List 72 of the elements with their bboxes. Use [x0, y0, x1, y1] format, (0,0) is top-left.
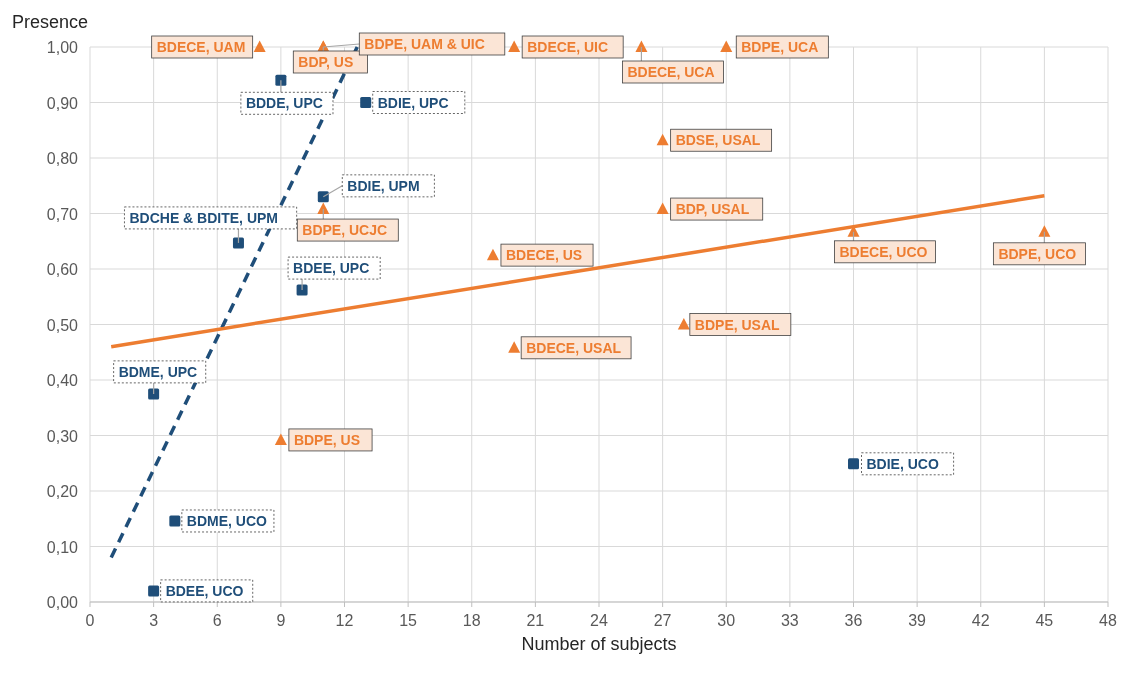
annotation: BDP, USAL	[675, 201, 750, 218]
annotation: BDDE, UPC	[245, 95, 323, 112]
y-axis-title: Presence	[12, 12, 89, 32]
point	[232, 237, 244, 249]
point	[656, 202, 669, 215]
point	[508, 341, 521, 353]
y-tick-label: 0,90	[46, 94, 79, 112]
annotation: BDECE, USAL	[526, 339, 622, 356]
point	[317, 191, 329, 203]
point	[677, 318, 690, 330]
annotation: BDME, UPC	[118, 363, 198, 380]
x-tick-label: 30	[717, 612, 736, 629]
y-tick-label: 0,60	[46, 261, 79, 278]
annotation: BDEE, UCO	[165, 582, 244, 599]
x-tick-label: 24	[590, 612, 608, 629]
x-tick-label: 15	[399, 612, 418, 629]
y-tick-label: 0,80	[46, 150, 79, 167]
annotation: BDSE, USAL	[675, 132, 761, 149]
y-tick-label: 0,30	[46, 427, 79, 445]
point	[148, 585, 160, 597]
x-tick-label: 36	[844, 612, 863, 629]
annotation: BDPE, UCJC	[302, 222, 388, 239]
annotation: BDPE, UAM & UIC	[364, 36, 485, 52]
annotation: BDPE, USAL	[694, 316, 781, 333]
y-tick-label: 0,10	[46, 538, 79, 556]
point	[508, 40, 521, 52]
annotation: BDME, UCO	[186, 512, 268, 529]
x-tick-label: 48	[1099, 612, 1117, 629]
annotation: BDP, US	[298, 54, 354, 70]
point	[1038, 225, 1051, 237]
point	[635, 40, 648, 52]
point	[360, 97, 372, 108]
annotation: BDIE, UPC	[377, 94, 449, 111]
x-tick-label: 21	[526, 612, 545, 629]
x-tick-label: 3	[149, 612, 159, 629]
x-tick-label: 9	[276, 612, 286, 629]
annotation: BDECE, UCO	[839, 243, 928, 260]
y-tick-label: 0,40	[46, 372, 79, 389]
annotation: BDECE, UCA	[627, 64, 715, 80]
point	[720, 40, 733, 52]
x-tick-label: 6	[212, 612, 222, 629]
point	[486, 248, 499, 261]
annotation: BDCHE & BDITE, UPM	[129, 209, 279, 226]
y-tick-label: 0,00	[46, 594, 79, 611]
x-tick-label: 33	[780, 612, 799, 629]
annotation: BDECE, UIC	[527, 39, 609, 55]
y-tick-label: 1,00	[46, 39, 79, 56]
point	[148, 388, 160, 400]
x-tick-label: 42	[971, 612, 990, 629]
point	[848, 458, 859, 470]
annotation: BDEE, UPC	[293, 260, 370, 277]
x-tick-label: 12	[335, 612, 354, 629]
point	[656, 133, 669, 146]
annotation: BDIE, UCO	[866, 455, 939, 472]
annotation: BDPE, US	[293, 431, 360, 448]
x-tick-label: 27	[653, 612, 672, 629]
annotation: BDPE, UCA	[741, 39, 819, 55]
annotation: BDECE, UAM	[156, 39, 246, 55]
y-tick-label: 0,50	[46, 316, 79, 334]
x-tick-label: 18	[462, 612, 481, 629]
y-tick-label: 0,70	[46, 205, 79, 223]
x-tick-label: 0	[85, 612, 95, 629]
x-tick-label: 45	[1035, 612, 1054, 629]
point	[253, 40, 266, 52]
point	[169, 515, 181, 527]
point	[274, 433, 287, 445]
y-tick-label: 0,20	[46, 483, 79, 500]
annotation: BDECE, US	[505, 247, 583, 264]
annotation: BDPE, UCO	[998, 245, 1077, 262]
x-tick-label: 39	[908, 612, 927, 629]
x-axis-title: Number of subjects	[521, 634, 677, 654]
annotation: BDIE, UPM	[347, 177, 420, 194]
